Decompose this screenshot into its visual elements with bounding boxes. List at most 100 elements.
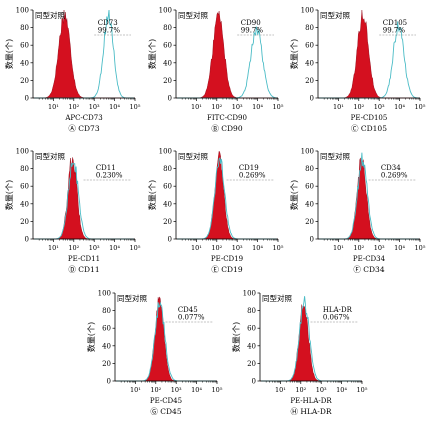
isotype-label: 同型对照	[178, 151, 208, 161]
x-tick-label: 10³	[171, 386, 182, 394]
histogram-panel-4: 0 20 40 60 80 100 10¹ 10² 10³ 10⁴ 10⁵ 数量(个) 同型对照 CD11…	[4, 148, 141, 275]
y-tick-label: 40	[247, 342, 256, 350]
y-tick-label: 40	[305, 200, 314, 208]
x-tick-label: 10⁴	[109, 244, 120, 252]
y-tick-label: 60	[20, 42, 29, 50]
y-tick-label: 100	[16, 7, 29, 15]
y-tick-label: 100	[301, 148, 314, 156]
y-axis-label: 数量(个)	[4, 180, 14, 210]
x-tick-label: 10⁵	[130, 103, 141, 111]
x-tick-label: 10³	[89, 103, 100, 111]
x-tick-label: 10¹	[48, 103, 59, 111]
x-tick-label: 10⁴	[394, 244, 405, 252]
x-tick-label: 10⁵	[357, 386, 368, 394]
y-axis-label: 数量(个)	[147, 39, 157, 69]
y-tick-label: 20	[305, 218, 314, 226]
y-tick-label: 40	[102, 342, 111, 350]
x-tick-label: 10⁴	[191, 386, 202, 394]
y-tick-label: 80	[20, 24, 29, 32]
x-tick-label: 10⁵	[130, 244, 141, 252]
y-tick-label: 60	[305, 42, 314, 50]
y-tick-label: 100	[159, 148, 172, 156]
y-tick-label: 80	[102, 307, 111, 315]
x-axis-label: FITC-CD90	[207, 114, 247, 122]
gate-label: CD73	[98, 19, 118, 27]
y-axis-label: 数量(个)	[289, 39, 299, 69]
panel-caption: Ⓗ HLA-DR	[290, 407, 331, 416]
y-tick-label: 20	[163, 218, 172, 226]
x-tick-label: 10⁵	[415, 103, 426, 111]
x-tick-label: 10⁵	[415, 244, 426, 252]
y-tick-label: 20	[305, 77, 314, 85]
x-tick-label: 10¹	[130, 386, 141, 394]
x-tick-label: 10¹	[333, 103, 344, 111]
x-tick-label: 10⁵	[212, 386, 223, 394]
x-tick-label: 10⁴	[252, 244, 263, 252]
gate-label: CD19	[239, 164, 259, 172]
isotype-label: 同型对照	[262, 293, 292, 303]
y-tick-label: 80	[163, 24, 172, 32]
histogram-panel-2: 0 20 40 60 80 100 10¹ 10² 10³ 10⁴ 10⁵ 数量(个) 同型对照 CD90…	[147, 7, 284, 134]
panel-caption: Ⓖ CD45	[150, 407, 181, 416]
isotype-label: 同型对照	[178, 10, 208, 20]
gate-percent: 0.269%	[381, 172, 408, 180]
x-tick-label: 10³	[89, 244, 100, 252]
y-tick-label: 20	[102, 360, 111, 368]
x-axis-label: PE-CD105	[351, 114, 388, 122]
x-tick-label: 10²	[211, 103, 222, 111]
y-tick-label: 40	[20, 59, 29, 67]
histogram-panel-6: 0 20 40 60 80 100 10¹ 10² 10³ 10⁴ 10⁵ 数量(个) 同型对照 CD34…	[289, 148, 426, 275]
y-axis-label: 数量(个)	[86, 322, 96, 352]
y-tick-label: 40	[163, 59, 172, 67]
x-tick-label: 10²	[295, 386, 306, 394]
x-tick-label: 10⁴	[109, 103, 120, 111]
y-tick-label: 0	[168, 95, 172, 103]
gate-percent: 99.7%	[98, 27, 121, 35]
gate-label: CD90	[241, 19, 261, 27]
y-tick-label: 20	[163, 77, 172, 85]
x-tick-label: 10¹	[191, 103, 202, 111]
gate-label: HLA-DR	[323, 306, 353, 314]
x-tick-label: 10²	[353, 103, 364, 111]
y-axis-label: 数量(个)	[4, 39, 14, 69]
gate-label: CD11	[96, 164, 116, 172]
y-tick-label: 0	[25, 236, 29, 244]
x-tick-label: 10¹	[48, 244, 59, 252]
x-tick-label: 10³	[232, 103, 243, 111]
x-tick-label: 10⁵	[273, 103, 284, 111]
y-tick-label: 60	[20, 183, 29, 191]
histogram-panel-5: 0 20 40 60 80 100 10¹ 10² 10³ 10⁴ 10⁵ 数量(个) 同型对照 CD19…	[147, 148, 284, 275]
x-tick-label: 10²	[353, 244, 364, 252]
x-tick-label: 10⁴	[394, 103, 405, 111]
x-tick-label: 10²	[68, 244, 79, 252]
y-tick-label: 100	[16, 148, 29, 156]
isotype-label: 同型对照	[35, 10, 65, 20]
isotype-histogram	[115, 296, 217, 382]
histogram-panel-8: 0 20 40 60 80 100 10¹ 10² 10³ 10⁴ 10⁵ 数量(个) 同型对照 HLA-…	[231, 290, 368, 417]
y-tick-label: 20	[20, 218, 29, 226]
gate-percent: 99.7%	[241, 27, 264, 35]
isotype-label: 同型对照	[320, 151, 350, 161]
isotype-histogram	[33, 157, 135, 240]
x-axis-label: PE-HLA-DR	[290, 397, 332, 405]
y-tick-label: 60	[247, 325, 256, 333]
y-tick-label: 0	[252, 378, 256, 386]
panel-caption: Ⓓ CD11	[68, 265, 99, 274]
y-tick-label: 60	[163, 183, 172, 191]
y-tick-label: 0	[310, 236, 314, 244]
y-tick-label: 20	[247, 360, 256, 368]
y-tick-label: 100	[243, 290, 256, 298]
x-axis-label: PE-CD19	[211, 255, 243, 263]
y-tick-label: 0	[107, 378, 111, 386]
x-axis-label: APC-CD73	[64, 114, 102, 122]
y-tick-label: 60	[163, 42, 172, 50]
y-tick-label: 20	[20, 77, 29, 85]
y-tick-label: 100	[301, 7, 314, 15]
x-tick-label: 10⁵	[273, 244, 284, 252]
marker-histogram	[34, 9, 134, 99]
histogram-panel-7: 0 20 40 60 80 100 10¹ 10² 10³ 10⁴ 10⁵ 数量(个) 同型对照 CD45…	[86, 290, 223, 417]
y-tick-label: 40	[305, 59, 314, 67]
y-tick-label: 40	[20, 200, 29, 208]
x-tick-label: 10²	[211, 244, 222, 252]
